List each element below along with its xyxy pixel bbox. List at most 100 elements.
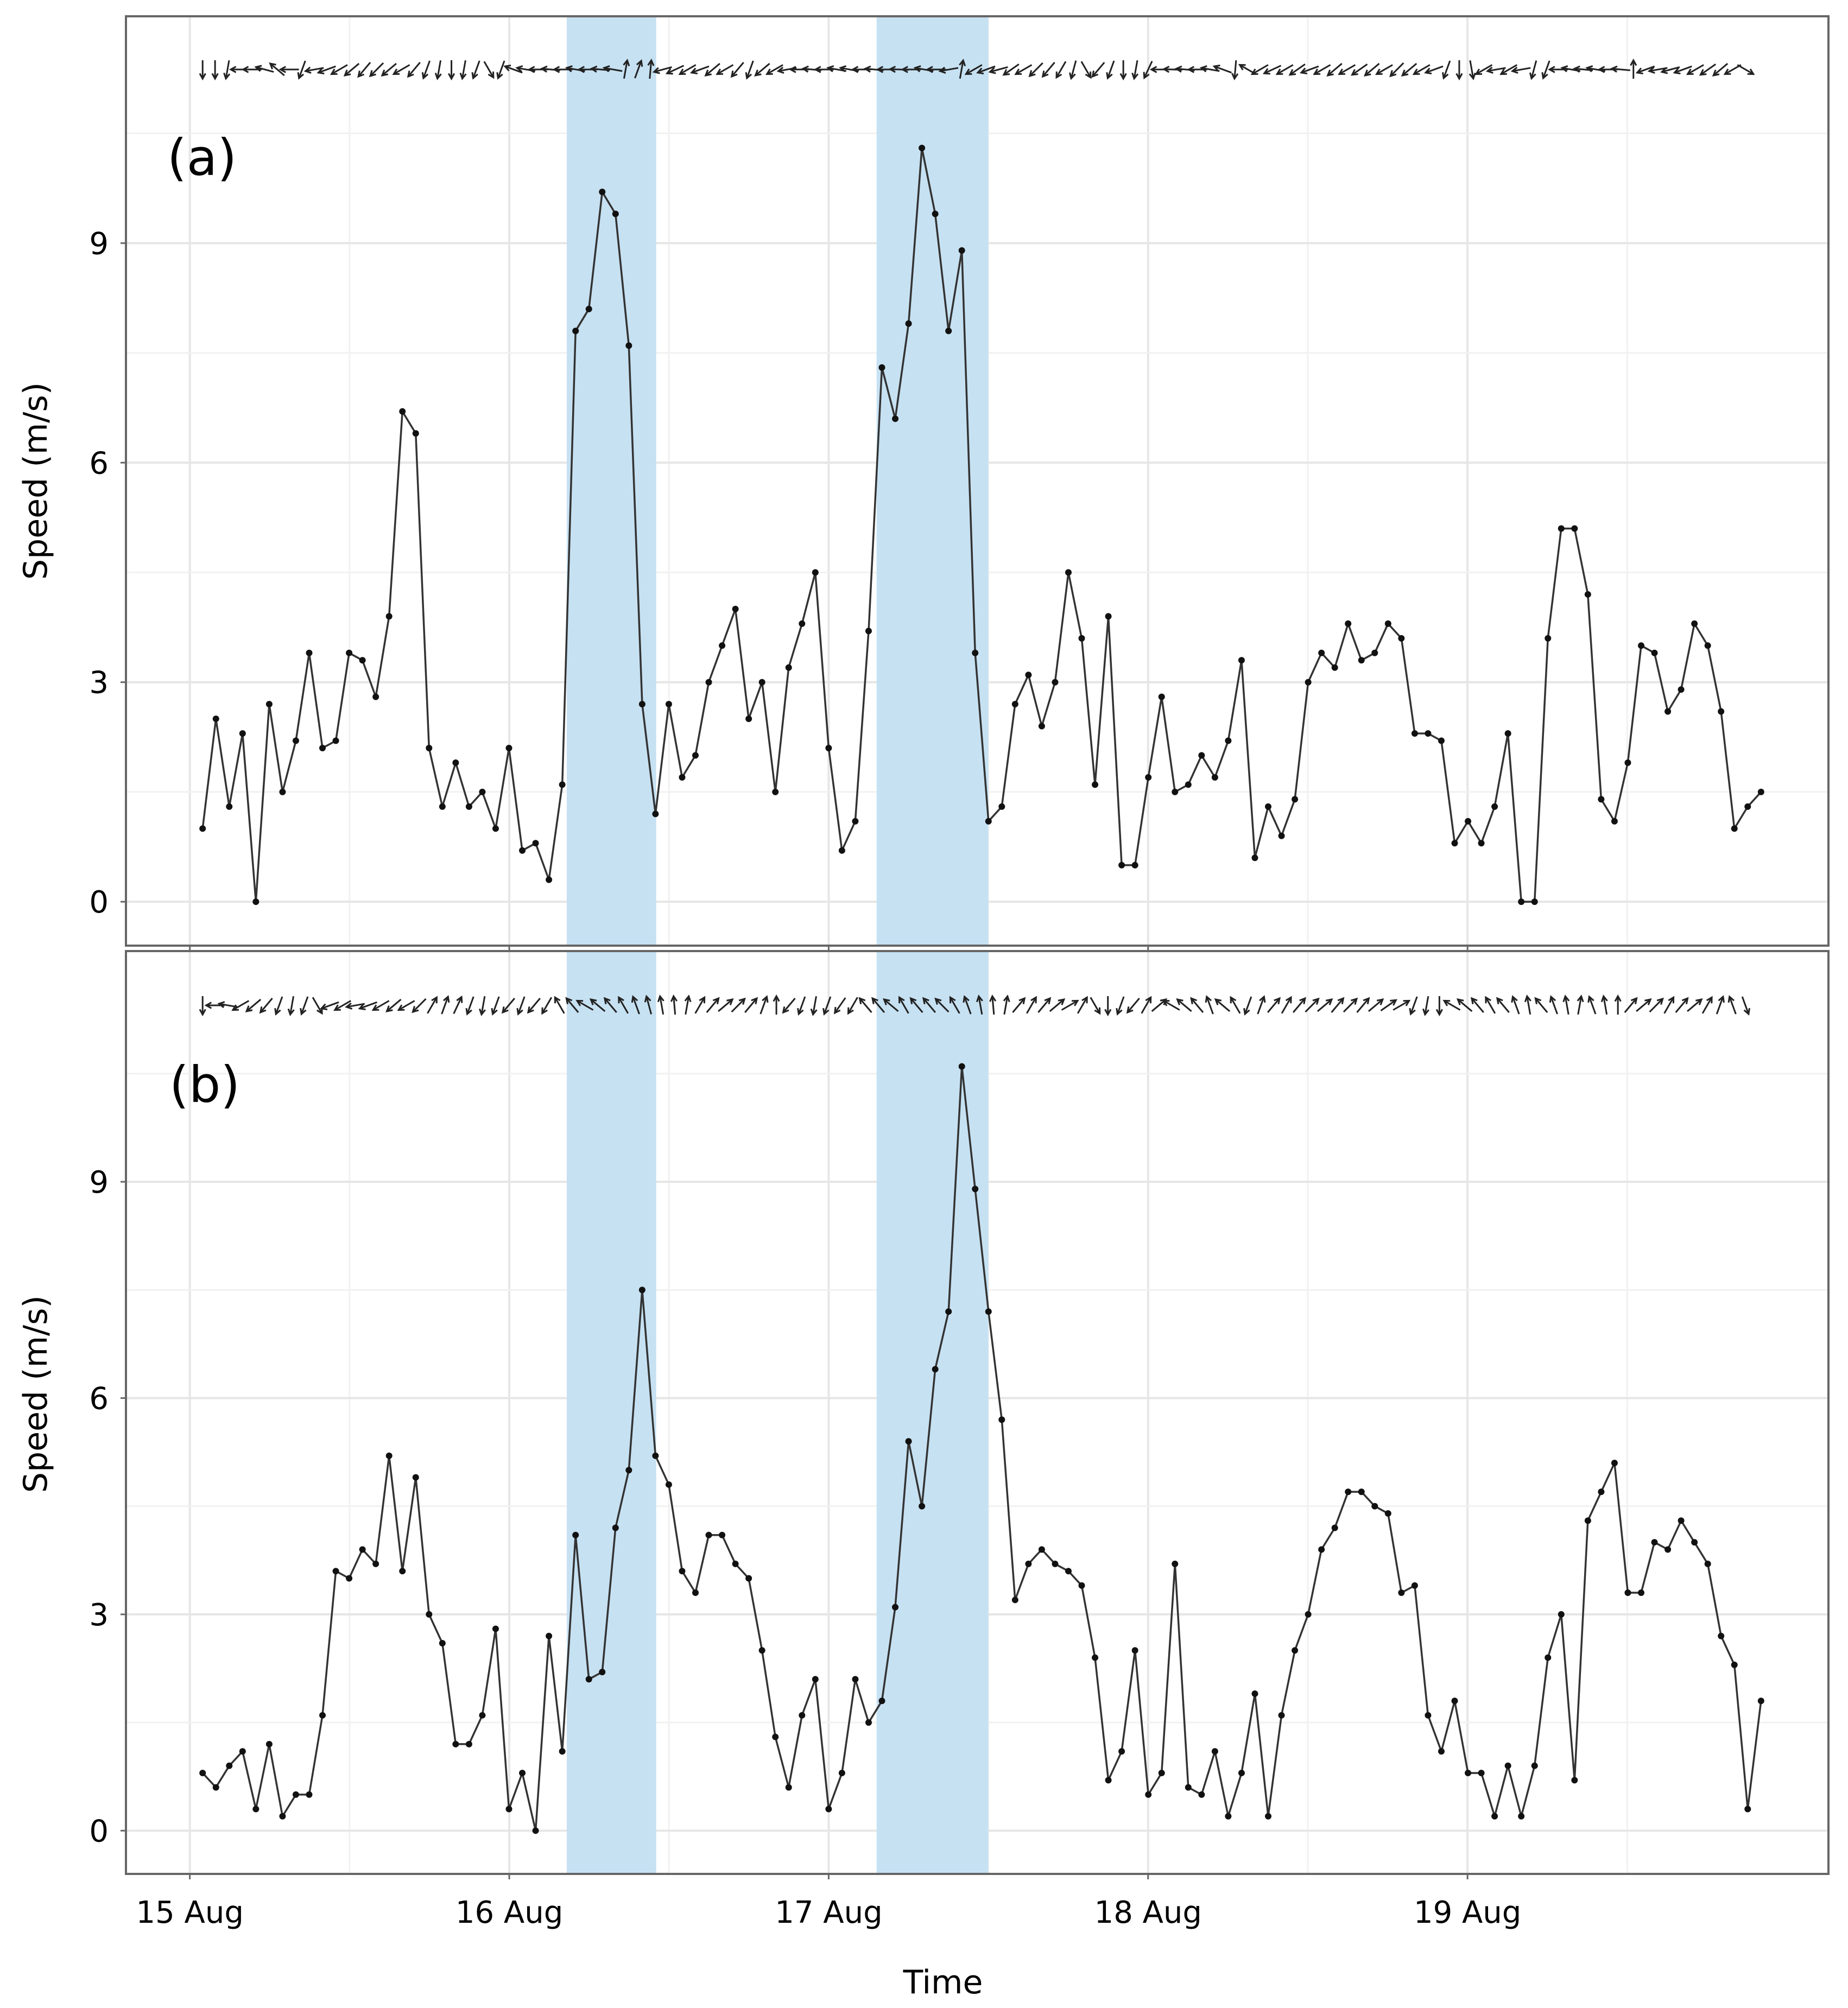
- direction-arrow: [1049, 998, 1066, 1012]
- direction-arrow: [1409, 996, 1418, 1016]
- direction-arrow-head: [1635, 67, 1643, 74]
- direction-arrow-head: [1288, 69, 1296, 76]
- direction-arrow-head: [431, 996, 438, 1004]
- speed-data-point: [1172, 1560, 1179, 1567]
- direction-arrow-head: [1699, 69, 1707, 76]
- panel-b: 0 3 6 9 (b) Speed (m/s): [17, 950, 1830, 1875]
- direction-arrow-shaft: [1356, 998, 1370, 1013]
- direction-arrow: [644, 995, 653, 1015]
- speed-data-point: [745, 715, 752, 723]
- direction-arrow-head: [603, 997, 611, 1005]
- direction-arrow: [279, 66, 299, 73]
- direction-arrow-head: [1660, 67, 1668, 74]
- direction-arrow-shaft: [1201, 67, 1220, 72]
- direction-arrow-head: [357, 70, 365, 78]
- direction-arrow: [822, 996, 832, 1016]
- direction-arrow-shaft: [1343, 998, 1358, 1013]
- speed-data-point: [892, 1604, 899, 1611]
- direction-arrow-head: [488, 71, 495, 79]
- panel-b-series: [199, 1063, 1764, 1834]
- direction-arrow: [1687, 998, 1703, 1012]
- direction-arrow: [694, 996, 706, 1014]
- speed-data-point: [372, 1560, 379, 1567]
- speed-data-point: [332, 737, 339, 744]
- direction-arrow: [704, 62, 720, 77]
- speed-data-point: [1531, 1762, 1538, 1769]
- speed-data-point: [439, 803, 446, 810]
- direction-arrow-head: [501, 1006, 509, 1014]
- speed-data-point: [1411, 1582, 1418, 1589]
- direction-arrow: [631, 995, 640, 1015]
- speed-data-point: [1211, 1748, 1218, 1755]
- speed-data-point: [1678, 686, 1685, 693]
- speed-data-point: [1744, 803, 1751, 810]
- direction-arrow-head: [797, 1008, 804, 1016]
- direction-arrow-head: [552, 66, 560, 73]
- direction-arrow-head: [949, 996, 956, 1004]
- direction-arrow-shaft: [623, 60, 628, 79]
- direction-arrow: [989, 994, 997, 1015]
- direction-arrow: [1673, 65, 1692, 74]
- speed-data-point: [1731, 825, 1738, 832]
- speed-data-point: [1105, 613, 1112, 620]
- direction-arrow: [1435, 996, 1443, 1017]
- direction-arrow-head: [847, 1007, 854, 1015]
- direction-arrow-head: [211, 73, 219, 81]
- direction-arrow-shaft: [950, 997, 960, 1014]
- speed-data-point: [599, 188, 606, 195]
- speed-data-point: [519, 847, 526, 854]
- speed-data-point: [1598, 796, 1605, 803]
- speed-data-point: [265, 1740, 273, 1747]
- direction-arrow-shaft: [1106, 60, 1115, 79]
- speed-data-point: [319, 1712, 326, 1719]
- direction-arrow-head: [1259, 995, 1266, 1003]
- speed-data-point: [1238, 1770, 1245, 1777]
- direction-arrow: [503, 65, 523, 74]
- direction-arrow-shaft: [1244, 996, 1252, 1015]
- speed-data-point: [612, 1524, 619, 1531]
- direction-arrow: [434, 60, 442, 80]
- speed-data-point: [1584, 1517, 1591, 1524]
- direction-arrow: [1422, 996, 1429, 1016]
- speed-data-point: [1637, 642, 1644, 649]
- direction-arrow-head: [443, 995, 450, 1003]
- speed-data-point: [932, 1366, 939, 1373]
- direction-arrow-head: [1199, 65, 1207, 73]
- direction-arrow-shaft: [910, 998, 923, 1013]
- direction-arrow-head: [459, 72, 467, 80]
- speed-data-point: [919, 144, 926, 151]
- direction-arrow: [1014, 64, 1033, 75]
- direction-arrow-head: [1041, 70, 1049, 78]
- direction-arrow-shaft: [1230, 997, 1241, 1014]
- direction-arrow-head: [1106, 72, 1113, 80]
- direction-arrow-shaft: [604, 67, 623, 72]
- direction-arrow: [922, 997, 936, 1013]
- direction-arrow-head: [1131, 72, 1139, 80]
- direction-arrow-shaft: [1476, 64, 1493, 75]
- direction-arrow: [1485, 66, 1506, 74]
- direction-arrow: [909, 997, 923, 1013]
- direction-arrow-head: [1002, 69, 1010, 76]
- direction-arrow: [1663, 996, 1675, 1014]
- direction-arrow: [1041, 62, 1055, 78]
- direction-arrow-shaft: [1687, 64, 1704, 75]
- direction-arrow-shaft: [618, 997, 629, 1014]
- direction-arrow: [199, 996, 206, 1017]
- speed-data-point: [252, 1806, 260, 1813]
- speed-data-point: [1318, 649, 1325, 656]
- direction-arrow-head: [345, 1002, 353, 1010]
- direction-arrow: [300, 996, 309, 1016]
- direction-arrow-head: [1644, 998, 1652, 1005]
- speed-data-point: [1611, 1459, 1618, 1466]
- direction-arrow: [718, 998, 734, 1012]
- direction-arrow: [397, 1000, 415, 1011]
- speed-data-point: [346, 649, 353, 656]
- direction-arrow-head: [1337, 997, 1345, 1005]
- direction-arrow-head: [333, 1004, 341, 1011]
- direction-arrow: [447, 60, 455, 81]
- speed-data-point: [705, 1531, 712, 1538]
- direction-arrow-head: [1190, 997, 1197, 1005]
- speed-data-point: [812, 1676, 819, 1683]
- direction-arrow-shaft: [466, 996, 474, 1015]
- direction-arrow-shaft: [1535, 998, 1548, 1013]
